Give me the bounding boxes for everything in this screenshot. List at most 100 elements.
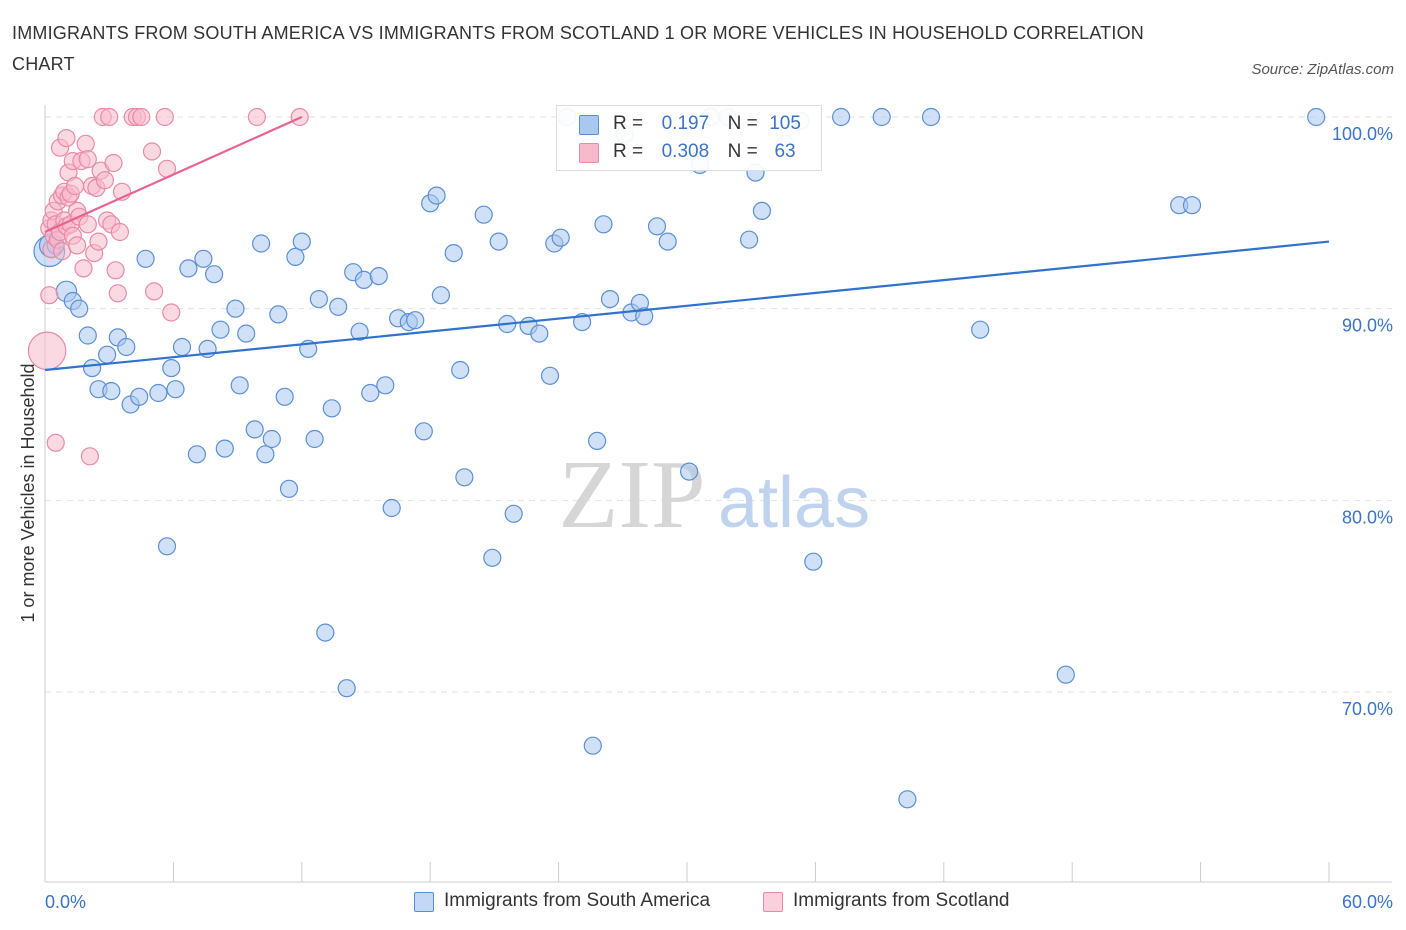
south-america-point bbox=[804, 552, 823, 571]
scotland-trend-line bbox=[44, 115, 303, 234]
scotland-point bbox=[78, 150, 97, 169]
south-america-point bbox=[444, 244, 463, 263]
south-america-point bbox=[275, 387, 294, 406]
south-america-point bbox=[1056, 665, 1075, 684]
south-america-point bbox=[1307, 107, 1326, 127]
south-america-point bbox=[679, 462, 699, 481]
south-america-point bbox=[382, 498, 401, 518]
south-america-point bbox=[230, 376, 249, 395]
chart-title: IMMIGRANTS FROM SOUTH AMERICA VS IMMIGRA… bbox=[12, 23, 1144, 74]
x-tick-label: 0.0% bbox=[45, 892, 86, 912]
chart-source: Source: ZipAtlas.com bbox=[1251, 61, 1394, 78]
south-america-point bbox=[215, 439, 234, 458]
south-america-point bbox=[309, 290, 328, 309]
south-america-point bbox=[252, 234, 271, 253]
y-tick-label: 80.0% bbox=[1342, 507, 1393, 527]
watermark-zip: ZIP bbox=[559, 441, 706, 549]
legend-r-value: 0.197 bbox=[661, 113, 710, 134]
south-america-point bbox=[583, 736, 602, 755]
trend-lines bbox=[44, 115, 1330, 372]
south-america-point bbox=[431, 286, 450, 305]
stats-legend: R = 0.197 N = 105 R = 0.308 N = 63 bbox=[556, 105, 822, 171]
south-america-point bbox=[136, 249, 155, 268]
south-america-point bbox=[286, 247, 305, 266]
south-america-point bbox=[369, 267, 388, 286]
south-america-point bbox=[361, 383, 380, 403]
south-america-point bbox=[256, 445, 275, 464]
south-america-point bbox=[414, 422, 433, 441]
scotland-point bbox=[132, 107, 151, 127]
series-scotland bbox=[27, 107, 309, 466]
legend-swatch-south-america bbox=[579, 115, 599, 135]
south-america-point bbox=[305, 429, 324, 449]
south-america-point bbox=[205, 265, 224, 284]
south-america-point bbox=[149, 383, 168, 403]
tick-labels: 70.0% 80.0% 90.0% 100.0% 0.0% 60.0% bbox=[45, 124, 1393, 912]
scotland-point bbox=[65, 176, 85, 196]
scotland-point bbox=[104, 153, 123, 173]
south-america-point bbox=[504, 504, 523, 523]
south-america-point bbox=[455, 468, 474, 487]
bottom-legend-swatch-scotland bbox=[763, 892, 783, 912]
legend-n-value: 63 bbox=[774, 141, 796, 162]
south-america-point bbox=[179, 259, 198, 278]
south-america-point bbox=[211, 320, 230, 339]
south-america-point bbox=[474, 205, 493, 224]
south-america-point bbox=[187, 445, 206, 464]
scotland-point bbox=[108, 284, 127, 303]
south-america-point bbox=[872, 107, 891, 127]
legend-n-label: N = bbox=[727, 113, 758, 134]
south-america-point bbox=[587, 431, 607, 450]
south-america-point bbox=[594, 215, 613, 234]
south-america-point bbox=[279, 479, 299, 498]
scotland-point bbox=[76, 134, 95, 153]
south-america-point bbox=[316, 623, 335, 642]
south-america-point bbox=[427, 186, 446, 205]
south-america-point bbox=[82, 359, 102, 378]
bottom-legend-swatch-south-america bbox=[414, 892, 434, 912]
bottom-legend-label: Immigrants from South America bbox=[444, 890, 711, 911]
south-america-point bbox=[600, 290, 620, 309]
south-america-point bbox=[739, 230, 759, 249]
y-tick-label: 100.0% bbox=[1332, 124, 1393, 144]
scotland-point bbox=[110, 222, 130, 242]
south-america-point bbox=[292, 232, 311, 251]
south-america-point bbox=[337, 679, 356, 698]
south-america-point bbox=[354, 270, 373, 289]
south-america-point bbox=[166, 380, 185, 399]
y-axis-label: 1 or more Vehicles in Household bbox=[18, 363, 38, 622]
scotland-point bbox=[106, 261, 125, 280]
watermark-atlas: atlas bbox=[718, 463, 870, 543]
scotland-point bbox=[40, 286, 59, 305]
south-america-point bbox=[117, 337, 136, 357]
south-america-point bbox=[245, 420, 264, 439]
south-america-point bbox=[898, 790, 917, 809]
south-america-point bbox=[194, 249, 213, 268]
x-tick-label: 60.0% bbox=[1342, 892, 1393, 912]
south-america-point bbox=[489, 232, 508, 251]
scotland-point bbox=[74, 259, 93, 278]
south-america-point bbox=[78, 326, 97, 345]
south-america-point bbox=[540, 366, 560, 385]
scotland-point bbox=[100, 107, 119, 127]
y-tick-label: 70.0% bbox=[1342, 699, 1393, 719]
south-america-point bbox=[329, 297, 348, 316]
south-america-point bbox=[162, 359, 181, 378]
scotland-point bbox=[80, 447, 100, 466]
scotland-point bbox=[162, 303, 181, 322]
legend-n-value: 105 bbox=[769, 113, 801, 134]
south-america-point bbox=[831, 107, 851, 127]
watermark: ZIP atlas bbox=[559, 441, 871, 549]
south-america-point bbox=[1182, 196, 1202, 215]
legend-r-label: R = bbox=[613, 141, 644, 162]
south-america-point bbox=[350, 322, 369, 341]
south-america-point bbox=[157, 537, 177, 556]
scotland-point bbox=[145, 282, 164, 301]
south-america-point bbox=[551, 228, 570, 247]
south-america-point bbox=[130, 387, 149, 406]
south-america-point bbox=[322, 399, 341, 418]
south-america-point bbox=[572, 313, 592, 332]
south-america-point bbox=[226, 299, 245, 318]
legend-r-label: R = bbox=[613, 113, 644, 134]
